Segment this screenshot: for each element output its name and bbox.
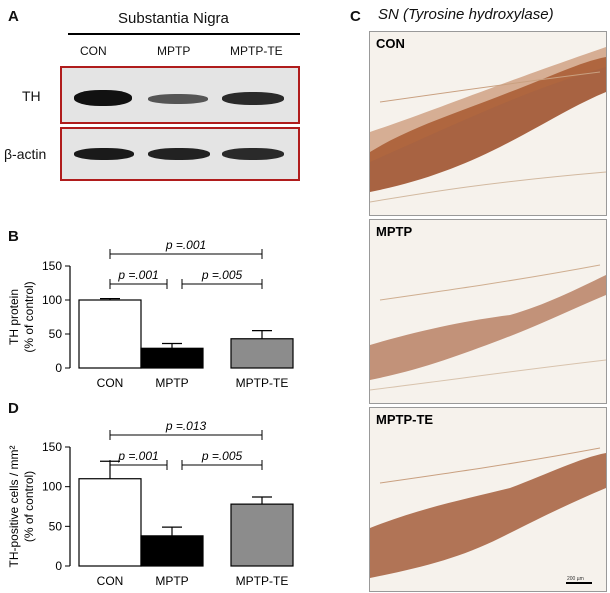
p-value-label: p =.005 [201,268,243,282]
row-label-beta-actin: β-actin [4,146,47,162]
scale-bar [566,582,592,584]
bar [230,503,294,567]
chart-b: 0 50 100 150 TH protein (% of control) CON MPTP… [7,238,294,390]
scale-bar-label: 200 µm [567,576,584,582]
histology-panel-con: CON [369,31,607,216]
y-tick-label: 50 [49,519,63,533]
y-tick-label: 50 [49,327,63,341]
y-axis-label: TH-positive cells / mm² [7,445,21,567]
x-tick-label: MPTP-TE [236,376,289,390]
x-tick-label: CON [97,376,124,390]
lane-label-con: CON [80,44,107,58]
histology-panel-mptp-te: 200 µm MPTP-TE [369,407,607,592]
y-tick-label: 100 [42,480,62,494]
x-tick-label: MPTP-TE [236,574,289,588]
y-axis-sublabel: (% of control) [22,471,36,542]
y-tick-label: 150 [42,440,62,454]
th-band-mptp [148,94,208,104]
histology-panel-mptp: MPTP [369,219,607,404]
bar [140,347,204,369]
panel-a-label: A [8,8,19,25]
chart-d: 0 50 100 150 TH-positive cells / mm² (% of co… [7,419,294,588]
p-value-label: p =.013 [165,419,207,433]
stain-pattern-con [370,47,606,203]
bar [78,478,142,567]
p-value-label: p =.001 [117,449,158,463]
actin-band-con [74,148,134,160]
actin-band-mptp-te [222,148,284,160]
x-tick-label: MPTP [155,574,188,588]
p-value-label: p =.001 [117,268,158,282]
y-axis-sublabel: (% of control) [22,281,36,352]
actin-blot-frame [60,127,300,181]
actin-band-mptp [148,148,210,160]
panel-c-label: C [350,8,361,25]
lane-label-mptp-te: MPTP-TE [230,44,283,58]
histology-label-mptp: MPTP [376,224,413,239]
x-tick-label: CON [97,574,124,588]
row-label-th: TH [22,88,41,104]
th-band-con [74,90,132,106]
stain-pattern-mptp [370,264,606,391]
histology-label-mptp-te: MPTP-TE [376,412,434,427]
panel-b-label: B [8,228,19,245]
bar [140,535,204,567]
y-tick-label: 0 [55,559,62,573]
bar [78,299,142,369]
p-value-label: p =.005 [201,449,243,463]
y-axis-label: TH protein [7,289,21,345]
y-tick-label: 100 [42,293,62,307]
histology-label-con: CON [376,36,405,51]
y-tick-label: 0 [55,361,62,375]
blot-title-underline [68,33,300,35]
panel-d-label: D [8,400,19,417]
x-tick-label: MPTP [155,376,188,390]
bar [230,338,294,369]
blot-region-title: Substantia Nigra [118,10,229,27]
lane-label-mptp: MPTP [157,44,191,58]
th-band-mptp-te [222,92,284,105]
th-blot-frame [60,66,300,124]
y-tick-label: 150 [42,259,62,273]
stain-pattern-mptp-te: 200 µm [370,447,606,584]
histology-title: SN (Tyrosine hydroxylase) [378,6,554,23]
p-value-label: p =.001 [165,238,206,252]
